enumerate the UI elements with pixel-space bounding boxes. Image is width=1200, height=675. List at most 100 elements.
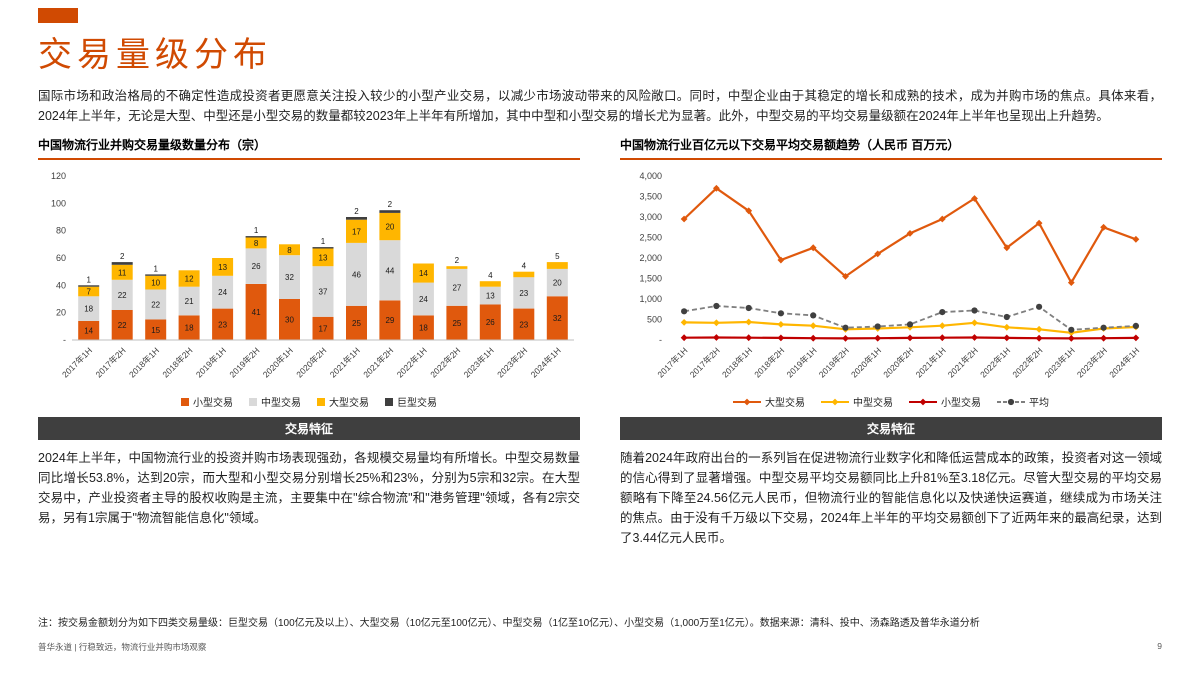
x-tick-label: 2022年1H [978,346,1012,380]
bar-segment [346,217,367,221]
data-point-marker [906,230,914,238]
data-point-marker [713,319,720,327]
x-tick-label: 2023年2H [495,346,529,380]
bar-segment [379,240,401,301]
data-point-marker [971,319,978,327]
line-chart-title: 中国物流行业百亿元以下交易平均交易额趋势（人民币 百万元） [620,136,1162,161]
data-point-marker [745,334,753,342]
x-tick-label: 2018年1H [127,346,161,380]
bar-value-label: 44 [385,267,394,276]
bar-top-label: 2 [120,252,125,261]
x-tick-label: 2018年2H [752,346,786,380]
right-body-paragraph: 随着2024年政府出台的一系列旨在促进物流行业数字化和降低运营成本的政策，投资者… [620,451,1162,546]
left-body-paragraph: 2024年上半年，中国物流行业的投资并购市场表现强劲，各规模交易量均有所增长。中… [38,451,580,526]
bar-chart-title: 中国物流行业并购交易量级数量分布（宗） [38,136,580,161]
data-point-marker [1003,244,1011,252]
data-point-marker [809,335,817,342]
x-tick-label: 2021年1H [328,346,362,380]
x-tick-label: 2021年2H [946,346,980,380]
y-tick-label: 40 [56,281,66,291]
y-tick-label: 3,500 [639,192,662,202]
legend-item: 中型交易 [249,394,301,409]
x-tick-label: 2021年1H [914,346,948,380]
data-point-marker [1003,324,1011,332]
bar-value-label: 20 [553,279,562,288]
x-tick-label: 2022年2H [1010,346,1044,380]
bar-value-label: 24 [419,295,428,304]
bar-segment [513,272,535,278]
legend-line-glyph [909,398,937,406]
data-point-marker [1132,334,1140,342]
legend-label: 大型交易 [329,398,369,410]
legend-item: 平均 [997,394,1049,409]
x-tick-label: 2019年2H [817,346,851,380]
bar-segment [111,280,133,311]
bar-value-label: 25 [352,319,361,328]
data-point-marker [1003,334,1011,342]
bar-value-label: 18 [185,324,194,333]
x-tick-label: 2022年2H [428,346,462,380]
bar-segment [212,308,234,341]
data-point-marker [939,309,946,316]
y-tick-label: 80 [56,226,66,236]
bar-segment [78,321,100,341]
bar-segment [346,243,367,307]
x-tick-label: 2023年1H [1043,346,1077,380]
footnote: 注：按交易金额划分为如下四类交易量级：巨型交易（100亿元及以上）、大型交易（1… [38,618,980,629]
data-point-marker [906,321,914,328]
legend-label: 巨型交易 [397,398,437,410]
bar-value-label: 41 [252,308,261,317]
bar-segment [446,269,468,307]
legend-label: 小型交易 [193,398,233,410]
data-point-marker [842,335,849,343]
bar-segment [245,248,267,285]
data-point-marker [809,244,817,252]
legend-label: 大型交易 [765,398,805,410]
data-point-marker [1132,323,1139,330]
page-number: 9 [1157,641,1162,651]
bar-segment [111,262,133,266]
legend-item: 小型交易 [181,394,233,409]
data-point-marker [745,207,753,215]
left-section-header: 交易特征 [38,417,580,441]
legend-label: 小型交易 [941,398,981,410]
bar-value-label: 23 [519,321,528,330]
footer-source: 普华永道 | 行稳致远，物流行业并购市场观察 [38,642,207,652]
data-point-marker [1068,327,1075,334]
x-tick-label: 2021年2H [361,346,395,380]
data-point-marker [938,215,946,223]
bar-chart-legend: 小型交易 中型交易 大型交易 巨型交易 [38,394,580,409]
bar-value-label: 20 [385,223,394,232]
legend-label: 中型交易 [261,398,301,410]
bar-segment [78,296,100,322]
bar-value-label: 27 [452,284,461,293]
bar-value-label: 22 [118,291,127,300]
x-tick-label: 2020年2H [294,346,328,380]
y-tick-label: 3,000 [639,212,662,222]
data-point-marker [874,323,881,330]
bar-segment [546,262,568,270]
bar-segment [546,296,568,341]
bar-value-label: 26 [252,263,261,272]
y-tick-label: 20 [56,308,66,318]
bar-segment [111,310,133,341]
bar-segment [346,220,367,244]
data-point-marker [681,308,688,315]
bar-segment [245,236,267,238]
data-point-marker [777,256,785,264]
pwc-logo-mark [38,8,78,23]
bar-value-label: 10 [151,279,160,288]
bar-segment [379,300,401,341]
x-tick-label: 2018年1H [720,346,754,380]
data-point-marker [713,303,720,310]
bar-segment [312,247,334,249]
data-point-marker [842,324,849,332]
data-point-marker [971,334,978,342]
y-tick-label: 1,500 [639,274,662,284]
bar-value-label: 13 [486,292,495,301]
intro-paragraph: 国际市场和政治格局的不确定性造成投资者更愿意关注投入较少的小型产业交易，以减少市… [38,89,1162,124]
x-tick-label: 2019年1H [194,346,228,380]
x-tick-label: 2018年2H [160,346,194,380]
bar-segment [446,266,468,270]
legend-item: 小型交易 [909,394,981,409]
